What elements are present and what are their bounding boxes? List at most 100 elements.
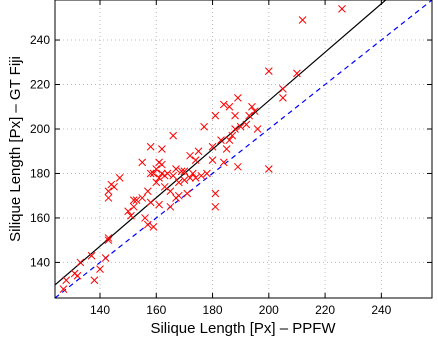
data-point-76 [231, 111, 239, 120]
identity-line [55, 0, 432, 298]
data-point-65 [211, 202, 220, 211]
y-tick-label-0: 140 [30, 255, 50, 269]
x-tick-label-3: 200 [259, 303, 279, 317]
data-point-53 [183, 189, 192, 198]
data-point-89 [293, 69, 301, 78]
data-point-21 [138, 194, 147, 202]
x-tick-label-5: 240 [371, 303, 391, 317]
data-point-90 [298, 16, 307, 24]
data-point-56 [189, 169, 197, 178]
data-point-22 [138, 158, 147, 167]
data-point-5 [87, 251, 96, 260]
data-point-71 [222, 145, 231, 153]
data-point-61 [200, 122, 208, 131]
data-point-28 [146, 142, 155, 151]
y-tick-label-4: 220 [30, 78, 50, 92]
y-tick-label-2: 180 [30, 166, 50, 180]
y-tick-label-1: 160 [30, 211, 50, 225]
data-point-3 [73, 271, 82, 280]
y-tick-label-3: 200 [30, 122, 50, 136]
data-point-7 [96, 265, 104, 273]
data-point-17 [127, 211, 135, 220]
data-point-62 [203, 169, 211, 178]
data-point-15 [115, 174, 124, 182]
x-axis-title: Silique Length [Px] – PPFW [150, 320, 336, 337]
x-tick-label-2: 180 [203, 303, 223, 317]
y-axis-ticks: 140 160 180 200 220 240 [30, 33, 432, 269]
data-point-55 [186, 151, 194, 160]
data-point-72 [225, 136, 234, 144]
data-point-30 [149, 169, 158, 178]
data-point-86 [264, 67, 273, 76]
data-point-85 [264, 165, 273, 173]
data-point-49 [174, 178, 183, 187]
data-point-23 [141, 214, 149, 222]
data-point-19 [129, 196, 138, 205]
data-point-39 [160, 182, 169, 191]
data-point-12 [104, 187, 113, 196]
data-point-78 [234, 93, 242, 102]
data-point-0 [59, 285, 68, 293]
data-point-79 [236, 122, 245, 131]
data-point-74 [228, 131, 237, 140]
y-axis-title: Silique Length [Px] – GT Fiji [7, 56, 24, 242]
data-point-66 [211, 189, 220, 198]
data-point-29 [149, 222, 158, 231]
data-point-67 [211, 111, 220, 120]
data-point-44 [169, 171, 178, 180]
data-point-88 [279, 85, 287, 93]
data-point-47 [172, 165, 180, 173]
data-point-58 [191, 156, 200, 164]
data-point-42 [166, 202, 175, 211]
data-point-43 [166, 187, 175, 196]
data-point-20 [132, 196, 141, 205]
data-point-52 [180, 167, 189, 176]
data-point-11 [104, 194, 113, 202]
data-point-18 [129, 202, 138, 211]
data-point-70 [219, 100, 228, 109]
data-point-63 [208, 156, 217, 164]
data-point-45 [169, 131, 178, 140]
data-point-25 [143, 187, 152, 196]
data-point-54 [186, 174, 194, 182]
data-points [59, 5, 346, 293]
data-point-26 [146, 198, 155, 207]
data-point-84 [253, 125, 262, 133]
data-point-80 [242, 120, 251, 129]
data-point-48 [174, 191, 183, 200]
plot-frame [54, 0, 433, 299]
data-point-32 [152, 165, 161, 173]
regression-line [55, 0, 387, 286]
fit-lines [55, 0, 432, 298]
data-point-69 [219, 158, 228, 167]
data-point-77 [234, 162, 242, 171]
data-point-82 [248, 102, 256, 111]
data-point-50 [177, 167, 186, 176]
data-point-51 [180, 176, 189, 184]
data-point-83 [250, 107, 259, 116]
data-point-75 [231, 125, 239, 133]
data-point-4 [76, 258, 85, 267]
data-point-31 [152, 178, 161, 187]
data-point-14 [110, 182, 118, 191]
data-point-16 [124, 207, 133, 216]
x-tick-label-0: 140 [90, 303, 110, 317]
data-point-68 [217, 136, 225, 144]
data-point-9 [104, 236, 113, 245]
data-point-64 [208, 142, 217, 151]
data-point-87 [279, 93, 287, 102]
data-point-60 [197, 171, 206, 180]
data-point-33 [155, 200, 163, 209]
data-point-91 [338, 5, 346, 13]
data-point-81 [245, 111, 253, 120]
y-tick-label-5: 240 [30, 33, 50, 47]
data-point-59 [194, 147, 203, 156]
data-point-34 [155, 174, 163, 182]
data-point-6 [90, 276, 99, 285]
data-point-57 [191, 174, 200, 182]
data-point-41 [163, 169, 172, 178]
x-tick-label-1: 160 [146, 303, 166, 317]
data-point-37 [158, 160, 166, 169]
data-point-73 [225, 102, 234, 111]
